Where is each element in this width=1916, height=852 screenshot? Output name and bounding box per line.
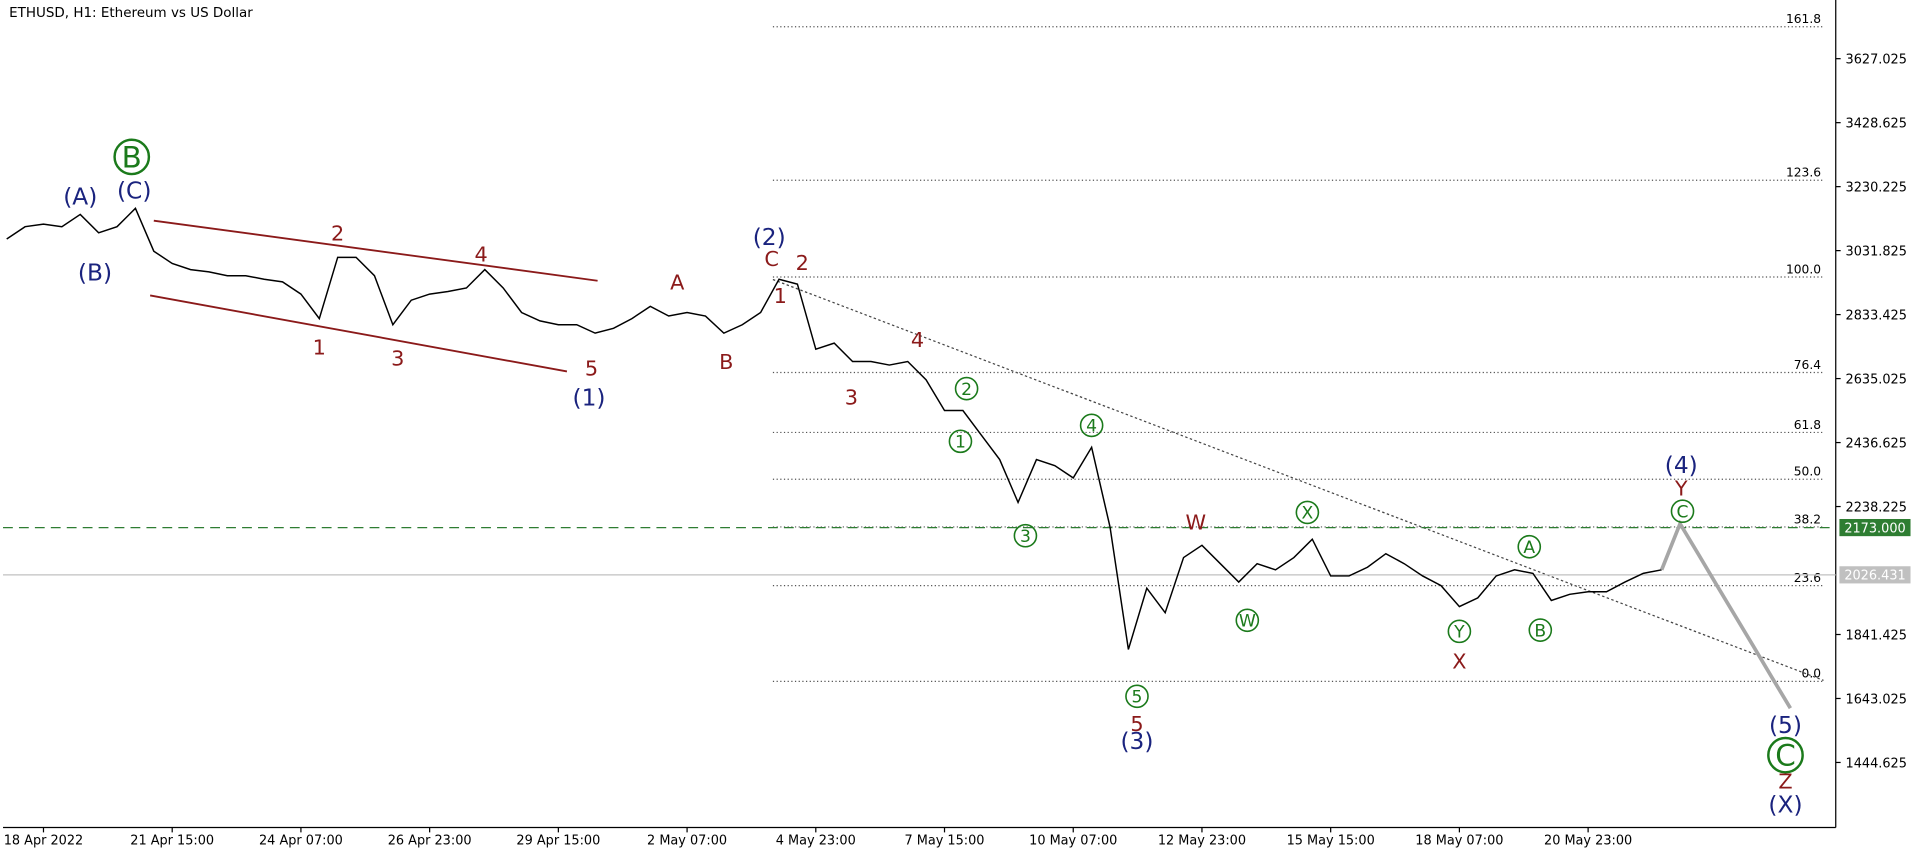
wave-label: 4	[1086, 417, 1097, 437]
wave-label: (2)	[753, 224, 786, 251]
y-tick-label: 3428.625	[1846, 117, 1907, 132]
wave-circle	[1079, 413, 1104, 438]
x-tick-label: 18 May 07:00	[1415, 834, 1503, 849]
wave-circle	[1670, 499, 1695, 524]
wave-label: 5	[1130, 712, 1143, 736]
y-tick-label: 3230.225	[1846, 181, 1907, 196]
wave-label: X	[1301, 504, 1313, 524]
fib-label: 38.2	[1794, 512, 1821, 526]
fib-label: 23.6	[1794, 571, 1821, 585]
x-tick-label: 26 Apr 23:00	[388, 834, 472, 849]
wave-circle	[1295, 500, 1320, 525]
fib-label: 50.0	[1794, 465, 1821, 479]
x-tick-label: 20 May 23:00	[1544, 834, 1632, 849]
fib-label: 0.0	[1802, 667, 1821, 681]
wave-label: A	[1523, 538, 1535, 558]
trend-line	[772, 278, 1824, 681]
price-level-box	[1839, 518, 1911, 537]
wave-circle	[113, 138, 151, 176]
wave-circle	[948, 429, 973, 454]
background	[3, 0, 1913, 852]
x-tick-label: 12 May 23:00	[1158, 834, 1246, 849]
wave-label: 3	[1020, 527, 1031, 547]
wave-label: (5)	[1769, 712, 1802, 739]
wave-label: (4)	[1665, 452, 1698, 479]
y-tick-label: 3031.825	[1846, 245, 1907, 260]
wave-label: (A)	[63, 184, 97, 211]
wave-circle	[1528, 618, 1553, 642]
x-tick-label: 7 May 15:00	[905, 834, 985, 849]
wave-label: 1	[955, 433, 966, 453]
wave-label: (C)	[117, 177, 151, 204]
fib-label: 61.8	[1794, 418, 1821, 432]
y-tick-label: 1444.625	[1846, 756, 1907, 771]
price-level-label: 2173.000	[1844, 521, 1905, 536]
wave-circle	[1013, 523, 1038, 548]
wave-label: (3)	[1120, 728, 1153, 755]
y-tick-label: 1643.025	[1846, 692, 1907, 707]
wave-label: C	[1677, 502, 1689, 522]
y-tick-label: 2238.225	[1846, 500, 1907, 515]
y-tick-label: 3627.025	[1846, 53, 1907, 68]
wave-label: B	[1534, 621, 1546, 641]
wave-circle	[954, 376, 979, 401]
projection-line	[1659, 519, 1792, 710]
wave-label: 3	[845, 386, 858, 410]
wave-label: X	[1452, 649, 1466, 673]
fib-label: 161.8	[1786, 12, 1821, 26]
wave-label: Y	[1453, 623, 1465, 643]
price-line	[6, 207, 1662, 650]
wave-circle	[1517, 534, 1542, 559]
wave-label: C	[1775, 739, 1796, 773]
x-tick-label: 18 Apr 2022	[4, 834, 84, 849]
wave-circle	[1125, 684, 1149, 709]
x-tick-label: 10 May 07:00	[1029, 834, 1117, 849]
wave-label: (1)	[573, 385, 606, 412]
wave-label: 2	[961, 380, 972, 400]
wave-circle	[1235, 608, 1260, 633]
price-level-label: 2026.431	[1844, 569, 1905, 584]
wave-label: 2	[796, 251, 809, 275]
fib-label: 76.4	[1794, 358, 1821, 372]
wave-label: 1	[774, 284, 787, 308]
wave-label: (B)	[78, 260, 112, 287]
wave-label: C	[764, 247, 779, 271]
y-tick-label: 2635.025	[1846, 372, 1907, 387]
price-level-box	[1839, 566, 1911, 584]
chart-title: ETHUSD, H1: Ethereum vs US Dollar	[9, 5, 253, 21]
fib-label: 123.6	[1786, 166, 1821, 180]
x-tick-label: 21 Apr 15:00	[130, 834, 214, 849]
wave-label: 5	[1132, 687, 1143, 707]
wave-label: W	[1239, 611, 1256, 631]
wave-label: 1	[313, 335, 326, 359]
wave-label: 4	[911, 328, 924, 352]
wave-circle	[1767, 736, 1804, 774]
channel-line	[149, 294, 568, 373]
y-tick-label: 1841.425	[1846, 628, 1907, 643]
wave-label: 5	[585, 356, 598, 380]
wave-label: 2	[331, 221, 344, 245]
channel-line	[153, 219, 598, 282]
wave-label: 3	[391, 346, 404, 370]
fib-label: 100.0	[1786, 262, 1821, 276]
x-tick-label: 2 May 07:00	[647, 834, 727, 849]
x-tick-label: 4 May 23:00	[776, 834, 856, 849]
wave-label: 4	[474, 242, 487, 266]
wave-label: B	[719, 350, 733, 374]
wave-label: B	[122, 141, 142, 175]
y-tick-label: 2436.625	[1846, 436, 1907, 451]
wave-label: W	[1186, 511, 1207, 535]
x-tick-label: 29 Apr 15:00	[516, 834, 600, 849]
wave-label: A	[670, 270, 685, 294]
wave-label: Z	[1778, 769, 1792, 793]
wave-label: Y	[1674, 476, 1688, 500]
wave-circle	[1447, 619, 1472, 644]
x-tick-label: 24 Apr 07:00	[259, 834, 343, 849]
x-tick-label: 15 May 15:00	[1287, 834, 1375, 849]
wave-label: (X)	[1768, 792, 1802, 819]
y-tick-label: 2833.425	[1846, 309, 1907, 324]
